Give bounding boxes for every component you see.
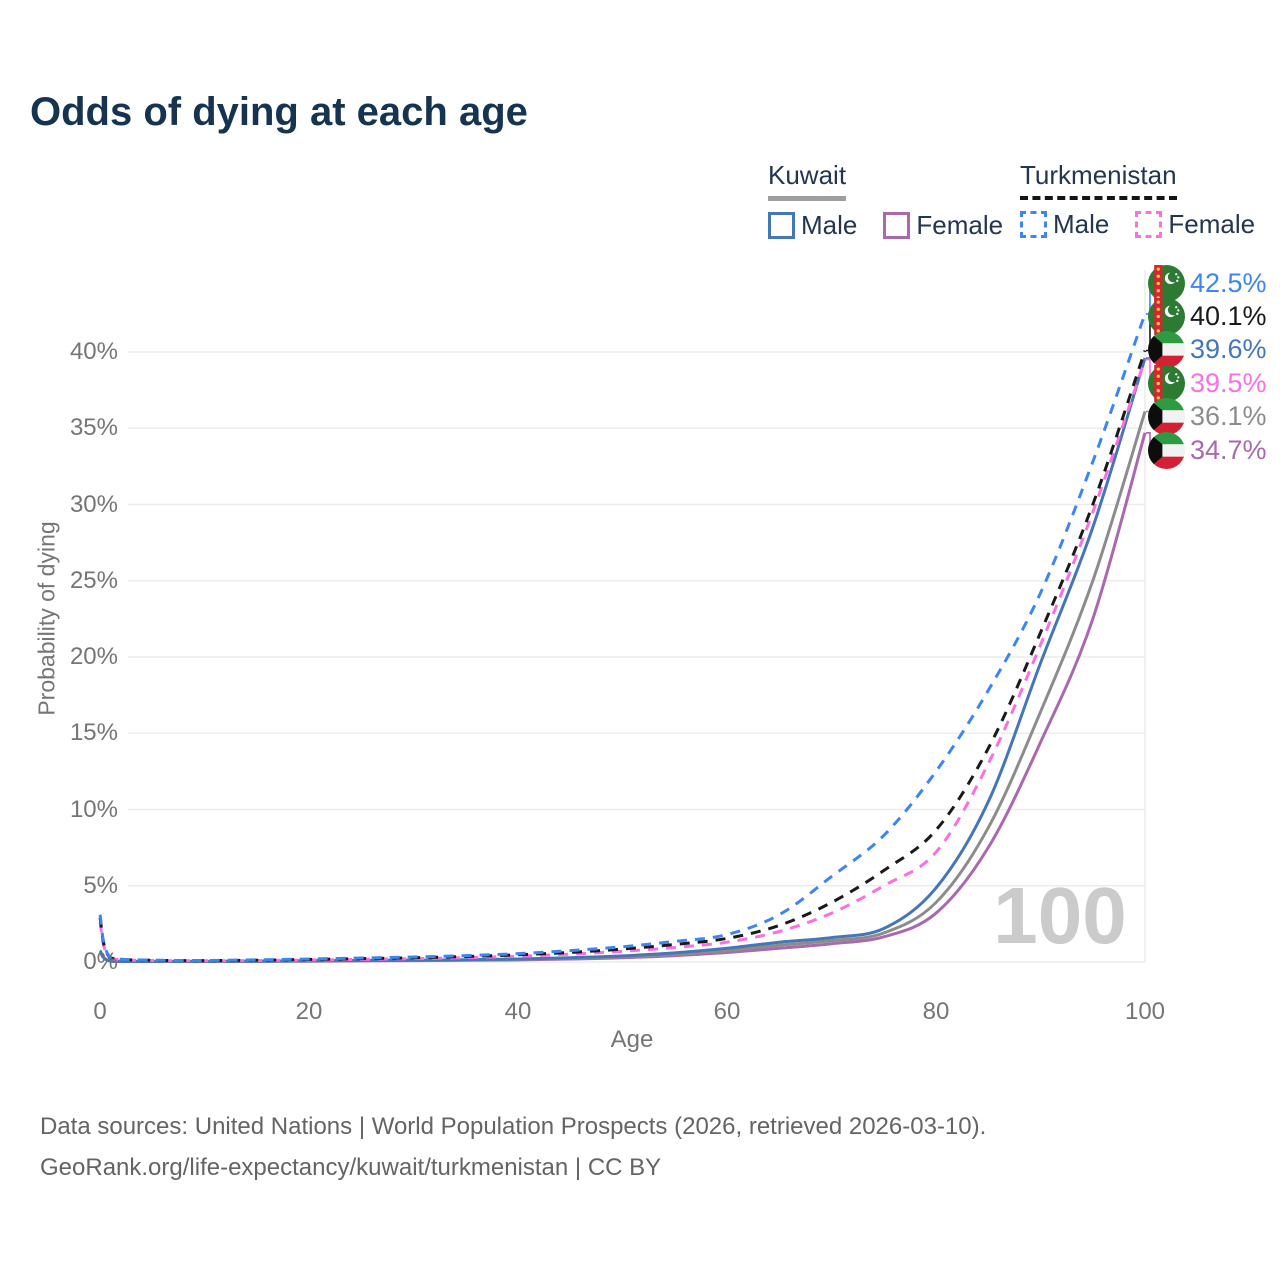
legend-items-turkmenistan: Male Female: [1020, 209, 1255, 240]
end-label-value: 39.6%: [1190, 334, 1267, 365]
end-label-kuwait-both: 36.1%: [1148, 398, 1267, 436]
age-watermark: 100: [993, 871, 1127, 960]
end-label-kuwait-male: 39.6%: [1148, 331, 1267, 369]
y-axis-tick-label: 0%: [83, 948, 118, 975]
turkmenistan-flag-icon: [1148, 364, 1185, 402]
x-axis-tick-label: 60: [713, 998, 741, 1025]
data-sources-footer: Data sources: United Nations | World Pop…: [40, 1106, 986, 1188]
x-axis-tick-label: 100: [1124, 998, 1166, 1025]
legend-item-kuwait-female[interactable]: Female: [883, 210, 1003, 241]
x-axis-tick-label: 40: [504, 998, 532, 1025]
footer-line-1: Data sources: United Nations | World Pop…: [40, 1113, 987, 1140]
end-label-turkmenistan-both: 40.1%: [1148, 297, 1267, 335]
legend-item-label: Male: [1053, 209, 1110, 239]
legend-item-kuwait-male[interactable]: Male: [768, 210, 857, 241]
end-label-value: 40.1%: [1190, 300, 1267, 331]
y-axis-tick-label: 35%: [69, 414, 118, 442]
end-label-kuwait-female: 34.7%: [1148, 431, 1267, 469]
x-axis-tick-label: 20: [295, 998, 323, 1025]
end-label-value: 36.1%: [1190, 401, 1267, 432]
turkmenistan-female-swatch-icon: [1135, 211, 1163, 238]
end-label-value: 34.7%: [1190, 434, 1267, 465]
x-axis-tick-label: 80: [922, 998, 950, 1025]
kuwait-flag-icon: [1148, 431, 1185, 469]
legend-item-label: Female: [1168, 209, 1256, 239]
x-axis-title: Age: [610, 1026, 654, 1053]
y-axis-tick-label: 20%: [69, 643, 118, 670]
legend-items-kuwait: Male Female: [768, 210, 1003, 241]
legend-country-kuwait: Kuwait: [768, 160, 847, 201]
turkmenistan-male-swatch-icon: [1020, 211, 1047, 238]
y-axis-tick-label: 40%: [69, 338, 118, 365]
legend-item-turkmenistan-male[interactable]: Male: [1020, 209, 1109, 240]
legend-item-turkmenistan-female[interactable]: Female: [1135, 209, 1255, 240]
legend-item-label: Male: [801, 210, 858, 240]
legend-group-kuwait: Kuwait Male Female: [768, 160, 1003, 241]
y-axis-title: Probability of dying: [33, 521, 60, 716]
y-axis-tick-label: 30%: [69, 490, 118, 518]
y-axis-tick-label: 5%: [83, 871, 118, 899]
end-label-value: 42.5%: [1190, 267, 1267, 298]
x-axis-tick-label: 0: [93, 998, 107, 1025]
kuwait-female-swatch-icon: [883, 212, 911, 239]
y-axis-tick-label: 15%: [69, 719, 118, 747]
legend-group-turkmenistan: Turkmenistan Male Female: [1020, 160, 1255, 240]
legend-country-turkmenistan: Turkmenistan: [1020, 160, 1177, 200]
legend-item-label: Female: [916, 210, 1004, 240]
y-axis-tick-label: 25%: [69, 566, 118, 594]
kuwait-male-swatch-icon: [768, 212, 795, 239]
end-label-turkmenistan-male: 42.5%: [1148, 264, 1267, 302]
end-label-value: 39.5%: [1190, 367, 1267, 398]
page-title: Odds of dying at each age: [30, 90, 528, 134]
turkmenistan-flag-icon: [1148, 297, 1185, 335]
series-line-turkmenistan-male: [98, 313, 1147, 963]
kuwait-flag-icon: [1148, 398, 1185, 436]
turkmenistan-flag-icon: [1148, 264, 1185, 302]
end-label-turkmenistan-female: 39.5%: [1148, 364, 1267, 402]
y-axis-tick-label: 10%: [69, 795, 118, 823]
series-line-turkmenistan: [98, 350, 1147, 963]
footer-line-2: GeoRank.org/life-expectancy/kuwait/turkm…: [40, 1154, 662, 1181]
series-line-turkmenistan-female: [98, 359, 1147, 963]
kuwait-flag-icon: [1148, 331, 1185, 369]
